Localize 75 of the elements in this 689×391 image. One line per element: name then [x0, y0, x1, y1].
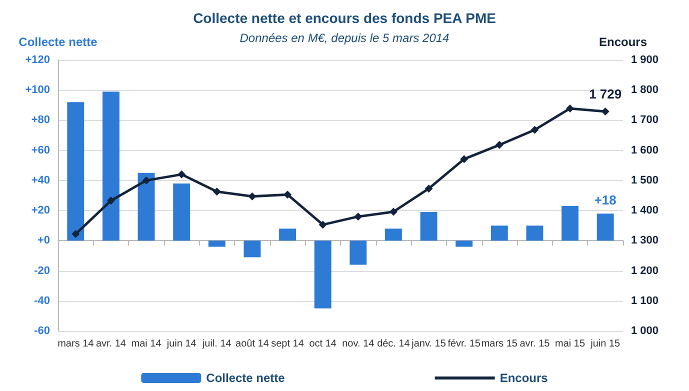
- x-tick-label: avr. 14: [96, 338, 126, 350]
- x-tick-label: août 14: [236, 338, 270, 350]
- x-tick-label: déc. 14: [377, 338, 410, 350]
- y-tick-label: +60: [31, 144, 50, 156]
- y-tick-label: +80: [31, 114, 50, 126]
- x-tick-label: juin 15: [590, 338, 621, 350]
- bar: [420, 212, 438, 241]
- legend-label: Collecte nette: [206, 371, 286, 385]
- bar: [526, 226, 544, 241]
- bar: [279, 228, 296, 241]
- bar: [456, 240, 473, 247]
- y-tick-label: +100: [25, 84, 50, 96]
- x-tick-label: sept 14: [271, 338, 304, 350]
- y2-tick-label: 1 900: [631, 54, 659, 66]
- y-axis-title: Collecte nette: [18, 35, 98, 49]
- y2-tick-label: 1 100: [631, 294, 659, 307]
- y2-tick-label: 1 200: [631, 264, 659, 277]
- bar: [138, 172, 155, 241]
- y2-tick-label: 1 000: [631, 325, 659, 337]
- legend-label: Encours: [500, 371, 548, 385]
- point: [354, 212, 362, 221]
- data-label: 1 729: [589, 86, 622, 102]
- y-tick-label: +0: [37, 234, 50, 247]
- chart-subtitle: Données en M€, depuis le 5 mars 2014: [240, 31, 450, 45]
- bar: [173, 183, 190, 241]
- y-tick-label: -60: [34, 325, 50, 337]
- y2-axis-title: Encours: [598, 35, 648, 49]
- y2-tick-label: 1 800: [631, 84, 659, 96]
- x-tick-label: juin 14: [166, 338, 197, 350]
- y-tick-label: -20: [34, 264, 50, 277]
- x-tick-label: janv. 15: [410, 338, 446, 350]
- x-tick-label: oct 14: [309, 338, 337, 350]
- bar: [596, 214, 614, 241]
- data-label: +18: [594, 192, 616, 208]
- x-tick-label: mai 14: [131, 338, 162, 350]
- chart-title: Collecte nette et encours des fonds PEA PME: [193, 10, 496, 26]
- point: [106, 196, 115, 205]
- bar: [67, 102, 84, 241]
- bar: [490, 226, 508, 241]
- point: [601, 107, 610, 116]
- point: [248, 192, 256, 200]
- x-tick-label: mars 15: [481, 338, 518, 350]
- bar: [208, 240, 226, 247]
- x-tick-label: mars 14: [58, 338, 94, 350]
- bar: [244, 240, 261, 258]
- x-tick-label: nov. 14: [342, 338, 375, 350]
- y2-tick-label: 1 500: [631, 174, 659, 186]
- point: [389, 208, 398, 216]
- y2-tick-label: 1 700: [631, 114, 659, 126]
- y-tick-label: +20: [31, 204, 50, 217]
- bar: [102, 92, 120, 241]
- point: [284, 190, 292, 199]
- y2-tick-label: 1 600: [631, 144, 659, 156]
- bar: [350, 240, 367, 265]
- point: [530, 126, 539, 134]
- x-tick-label: mai 15: [555, 338, 586, 350]
- point: [142, 176, 150, 184]
- point: [72, 230, 80, 238]
- point: [460, 155, 468, 164]
- y-tick-label: +40: [31, 174, 50, 186]
- x-tick-label: juil. 14: [201, 338, 232, 350]
- bar: [384, 228, 402, 241]
- bar: [314, 240, 332, 308]
- y2-tick-label: 1 300: [631, 234, 659, 247]
- y-tick-label: -40: [34, 294, 50, 307]
- y2-tick-label: 1 400: [631, 204, 659, 217]
- x-tick-label: avr. 15: [520, 338, 550, 350]
- y-tick-label: +120: [25, 54, 50, 66]
- point: [495, 140, 504, 149]
- point: [424, 184, 433, 193]
- point: [178, 170, 186, 178]
- x-tick-label: févr. 15: [448, 338, 481, 350]
- point: [212, 188, 221, 196]
- point: [318, 220, 327, 229]
- bar: [562, 206, 579, 241]
